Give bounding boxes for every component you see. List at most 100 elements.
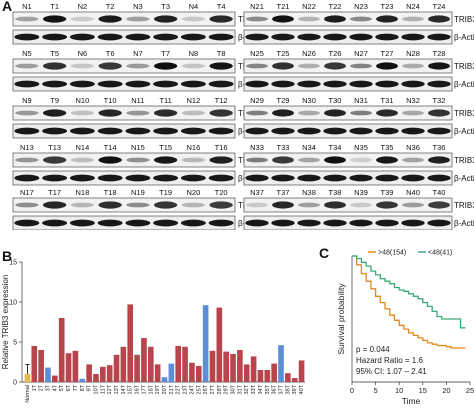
actin-band — [180, 127, 206, 135]
x-tick-label: 19T — [155, 384, 161, 394]
trib3-band — [98, 201, 122, 209]
trib3-band — [126, 157, 150, 163]
lane-label: N38 — [302, 188, 316, 197]
actin-band — [42, 174, 68, 182]
stats-annotation: Hazard Ratio = 1.6 — [356, 356, 423, 365]
bar-9T — [86, 364, 92, 382]
actin-band — [323, 80, 347, 88]
actin-band — [401, 219, 425, 227]
lane-label: T23 — [381, 2, 394, 11]
lane-label: T30 — [329, 96, 342, 105]
trib3-band — [298, 157, 320, 163]
trib3-band — [298, 63, 320, 69]
actin-band — [42, 219, 68, 227]
trib3-band — [70, 110, 95, 116]
actin-band — [271, 174, 295, 182]
trib3-band — [376, 156, 398, 164]
trib3-band — [126, 110, 150, 116]
lane-label: N17 — [20, 188, 34, 197]
bar-37T — [278, 345, 284, 382]
lane-label: N24 — [406, 2, 420, 11]
actin-band — [153, 33, 179, 41]
x-tick-label: 27T — [210, 384, 216, 394]
x-tick-label: 34T — [258, 384, 264, 394]
lane-label: T16 — [215, 143, 228, 152]
actin-band — [97, 174, 123, 182]
bar-10T — [93, 374, 99, 382]
bar-22T — [175, 346, 182, 382]
bar-39T — [291, 378, 298, 382]
lane-label: T22 — [329, 2, 342, 11]
trib3-band — [98, 109, 122, 117]
lane-label: N33 — [250, 143, 264, 152]
bar-Normal — [24, 374, 31, 382]
bar-24T — [189, 362, 195, 382]
panel-a-label: A — [2, 0, 13, 14]
lane-label: N1 — [22, 2, 32, 11]
bar-1T — [31, 346, 38, 382]
actin-band — [97, 33, 123, 41]
trib3-band — [153, 156, 178, 164]
trib3-band — [324, 156, 346, 164]
actin-band — [180, 219, 206, 227]
lane-label: N4 — [189, 2, 199, 11]
actin-membrane — [243, 123, 453, 139]
lane-label: T8 — [217, 49, 226, 58]
bar-15T — [127, 304, 134, 382]
bar-36T — [271, 363, 277, 382]
lane-label: N32 — [406, 96, 420, 105]
actin-band — [69, 174, 95, 182]
actin-band — [14, 33, 40, 41]
lane-label: T6 — [106, 49, 115, 58]
actin-membrane — [243, 29, 453, 45]
y-axis-label: Relative TRIB3 expression — [1, 275, 10, 370]
x-tick-label: 10T — [93, 384, 99, 394]
bar-19T — [154, 364, 161, 382]
actin-band — [401, 33, 425, 41]
actin-band — [245, 127, 269, 135]
trib3-band — [402, 16, 424, 22]
lane-label: N21 — [250, 2, 264, 11]
lane-label: N40 — [406, 188, 420, 197]
bar-38T — [285, 373, 291, 382]
bar-17T — [141, 338, 147, 382]
lane-label: T37 — [277, 188, 290, 197]
trib3-band — [98, 62, 122, 70]
bar-32T — [243, 364, 250, 382]
bar-5T — [58, 318, 65, 382]
x-tick-label: 11T — [100, 384, 106, 394]
bar-27T — [209, 350, 216, 382]
survival-curve-chart: 0 5 10 15 20 25 Time Survival probability >48(15… — [336, 250, 474, 407]
lane-label: N19 — [131, 188, 145, 197]
trib3-band — [428, 62, 450, 70]
trib3-band — [15, 63, 39, 69]
x-tick-label: 0 — [350, 386, 354, 395]
trib3-band — [209, 15, 233, 23]
actin-band — [42, 33, 68, 41]
actin-band — [153, 219, 179, 227]
trib3-band — [402, 63, 424, 69]
lane-label: T38 — [329, 188, 342, 197]
lane-label: N16 — [186, 143, 200, 152]
trib3-band — [209, 156, 233, 164]
actin-band — [42, 127, 68, 135]
trib3-membrane — [12, 11, 236, 27]
lane-label: T9 — [50, 96, 59, 105]
lane-label: N28 — [406, 49, 420, 58]
lane-label: T35 — [381, 143, 394, 152]
x-tick-label: 14T — [121, 384, 127, 394]
actin-band — [180, 80, 206, 88]
lane-label: N25 — [250, 49, 264, 58]
lane-label: N14 — [75, 143, 89, 152]
trib3-band — [153, 15, 178, 23]
lane-label: T40 — [433, 188, 446, 197]
y-tick-label: 0 — [13, 380, 17, 387]
trib3-band — [272, 62, 294, 70]
actin-band — [208, 33, 234, 41]
x-tick-label: 1T — [32, 384, 38, 391]
actin-band — [69, 219, 95, 227]
lane-label: T10 — [104, 96, 117, 105]
actin-band — [14, 219, 40, 227]
trib3-band — [298, 16, 320, 22]
bar-29T — [223, 351, 229, 382]
